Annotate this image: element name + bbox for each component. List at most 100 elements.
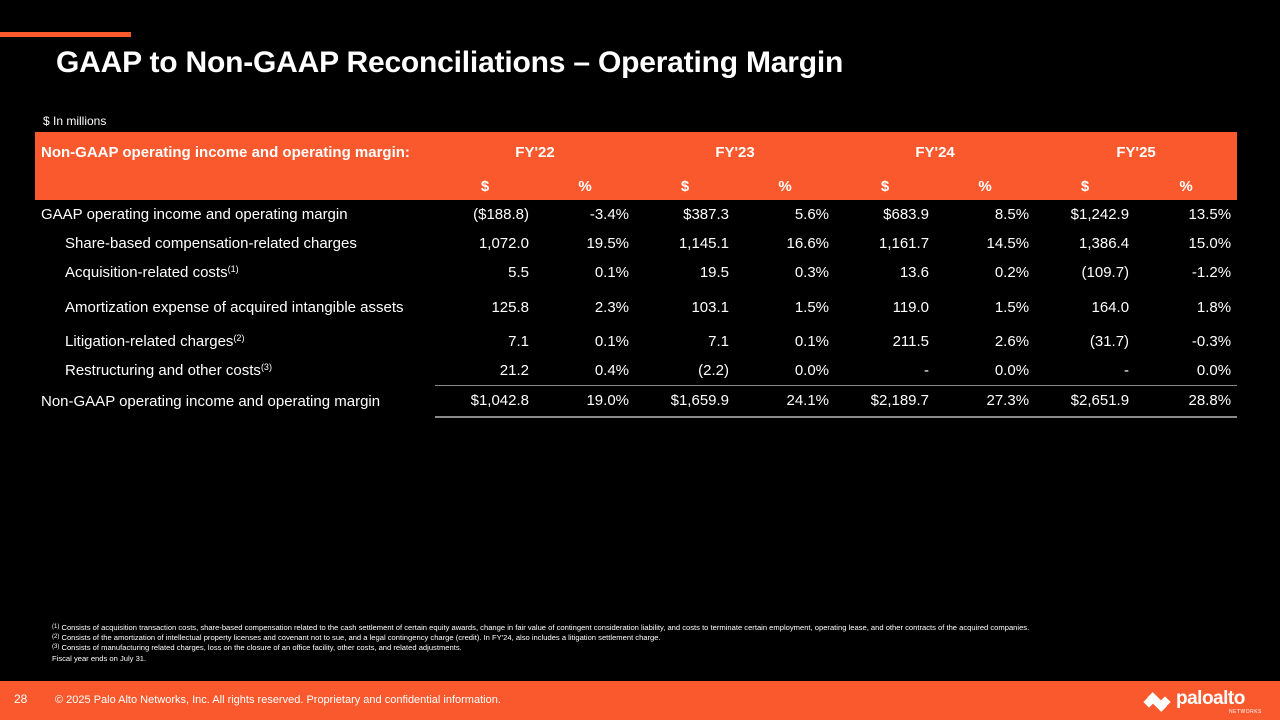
cell-value: 8.5%	[994, 206, 1030, 223]
footnote-text: Consists of acquisition transaction cost…	[59, 623, 1030, 632]
row-label-cell: Restructuring and other costs(3)	[35, 356, 435, 385]
cell-value: 0.0%	[1135, 356, 1238, 386]
row-label: Share-based compensation-related charges	[65, 235, 357, 252]
table-row: Share-based compensation-related charges…	[35, 229, 1237, 258]
cell-value: 15.0%	[1188, 235, 1232, 252]
reconciliation-table: Non-GAAP operating income and operating …	[35, 132, 1238, 418]
cell-value: 0.0%	[735, 356, 836, 386]
cell-value: 211.5	[892, 333, 930, 350]
company-logo: paloalto NETWORKS	[1143, 686, 1261, 716]
logo-subtext: NETWORKS	[1229, 709, 1262, 715]
dollar-header: $	[435, 172, 535, 200]
cell-value: 0.1%	[594, 264, 630, 281]
cell-value: 0.4%	[535, 356, 636, 386]
row-label: GAAP operating income and operating marg…	[41, 206, 348, 223]
page-title: GAAP to Non-GAAP Reconciliations – Opera…	[56, 46, 844, 79]
cell-value: ($188.8)	[473, 206, 529, 223]
cell-value: 14.5%	[986, 235, 1030, 252]
cell-value: 19.0%	[535, 385, 636, 418]
table-header-units: $ % $ % $ % $ %	[35, 172, 1238, 200]
footnote-mark: (2)	[52, 634, 60, 641]
cell-value: $2,651.9	[1035, 385, 1136, 418]
percent-header: %	[935, 172, 1036, 200]
table-total-row: Non-GAAP operating income and operating …	[35, 385, 1238, 418]
percent-header: %	[735, 172, 836, 200]
footnote-text: Consists of manufacturing related charge…	[59, 643, 462, 653]
cell-value: 5.5	[508, 264, 529, 281]
cell-value: $1,042.8	[435, 385, 535, 418]
logo-wordmark: paloalto	[1176, 688, 1245, 709]
cell-value: 16.6%	[786, 235, 830, 252]
percent-header: %	[1135, 172, 1238, 200]
cell-value: 1,145.1	[678, 235, 730, 252]
cell-value: 7.1	[508, 333, 529, 350]
year-header: FY'25	[1035, 132, 1238, 172]
cell-value: 13.6	[899, 264, 930, 281]
cell-value: 0.3%	[794, 264, 830, 281]
cell-value: 1.8%	[1196, 298, 1232, 316]
cell-value: 13.5%	[1188, 206, 1232, 223]
cell-value: (109.7)	[1081, 264, 1130, 281]
dollar-header: $	[635, 172, 736, 200]
cell-value: (31.7)	[1089, 333, 1130, 350]
cell-value: 1.5%	[794, 298, 830, 316]
row-label-cell: Acquisition-related costs(1)	[35, 258, 435, 287]
dollar-header: $	[835, 172, 936, 200]
cell-value: $387.3	[683, 206, 730, 223]
table-row: Acquisition-related costs(1) 5.5 0.1% 19…	[35, 258, 1237, 287]
accent-bar	[0, 32, 131, 37]
cell-value: -	[835, 356, 936, 386]
cell-value: 21.2	[435, 356, 535, 386]
row-label: Acquisition-related costs	[65, 264, 228, 281]
cell-value: 27.3%	[935, 385, 1036, 418]
cell-value: -	[1035, 356, 1136, 386]
cell-value: 0.1%	[594, 333, 630, 350]
cell-value: $1,242.9	[1070, 206, 1130, 223]
table-row: Amortization expense of acquired intangi…	[35, 287, 1237, 327]
year-header: FY'22	[435, 132, 636, 172]
cell-value: 2.3%	[594, 298, 630, 316]
cell-value: 5.6%	[794, 206, 830, 223]
cell-value: 103.1	[691, 298, 730, 316]
row-label: Non-GAAP operating income and operating …	[41, 392, 381, 410]
cell-value: (2.2)	[635, 356, 736, 386]
cell-value: 0.0%	[935, 356, 1036, 386]
cell-value: 1,161.7	[878, 235, 930, 252]
units-label: $ In millions	[43, 114, 107, 128]
footnote-1: (1) Consists of acquisition transaction …	[52, 623, 1242, 633]
footnote-text: Consists of the amortization of intellec…	[59, 633, 661, 643]
cell-value: 119.0	[892, 298, 930, 316]
page-number: 28	[14, 692, 28, 706]
cell-value: 1,072.0	[478, 235, 529, 252]
cell-value: $1,659.9	[635, 385, 736, 418]
table-row: Litigation-related charges(2) 7.1 0.1% 7…	[35, 327, 1237, 356]
cell-value: -0.3%	[1191, 333, 1232, 350]
footnote-3: (3) Consists of manufacturing related ch…	[52, 643, 1242, 653]
cell-value: 28.8%	[1135, 385, 1238, 418]
paloalto-logo-icon	[1143, 692, 1171, 712]
copyright-notice: © 2025 Palo Alto Networks, Inc. All righ…	[55, 694, 501, 706]
cell-value: 125.8	[491, 298, 529, 316]
cell-value: 1.5%	[994, 298, 1030, 316]
footnote-mark: (1)	[52, 624, 60, 630]
table-header-years: Non-GAAP operating income and operating …	[35, 132, 1238, 172]
year-header: FY'24	[835, 132, 1036, 172]
header-spacer	[35, 172, 435, 200]
cell-value: 19.5	[699, 264, 730, 281]
footnote-ref: (2)	[233, 333, 245, 343]
cell-value: 0.1%	[794, 333, 830, 350]
cell-value: 7.1	[708, 333, 730, 350]
footnote-2: (2) Consists of the amortization of inte…	[52, 633, 1242, 643]
year-header: FY'23	[635, 132, 836, 172]
cell-value: 1,386.4	[1079, 235, 1130, 252]
footnote-mark: (3)	[52, 644, 60, 651]
cell-value: $2,189.7	[835, 385, 936, 418]
row-label: Litigation-related charges	[65, 333, 234, 350]
table-row: GAAP operating income and operating marg…	[35, 200, 1237, 229]
cell-value: -1.2%	[1191, 264, 1232, 281]
footer-bar	[0, 681, 1280, 720]
cell-value: $683.9	[883, 206, 930, 223]
footnote-ref: (1)	[227, 264, 239, 274]
cell-value: -3.4%	[589, 206, 630, 223]
footnotes: (1) Consists of acquisition transaction …	[52, 623, 1242, 664]
